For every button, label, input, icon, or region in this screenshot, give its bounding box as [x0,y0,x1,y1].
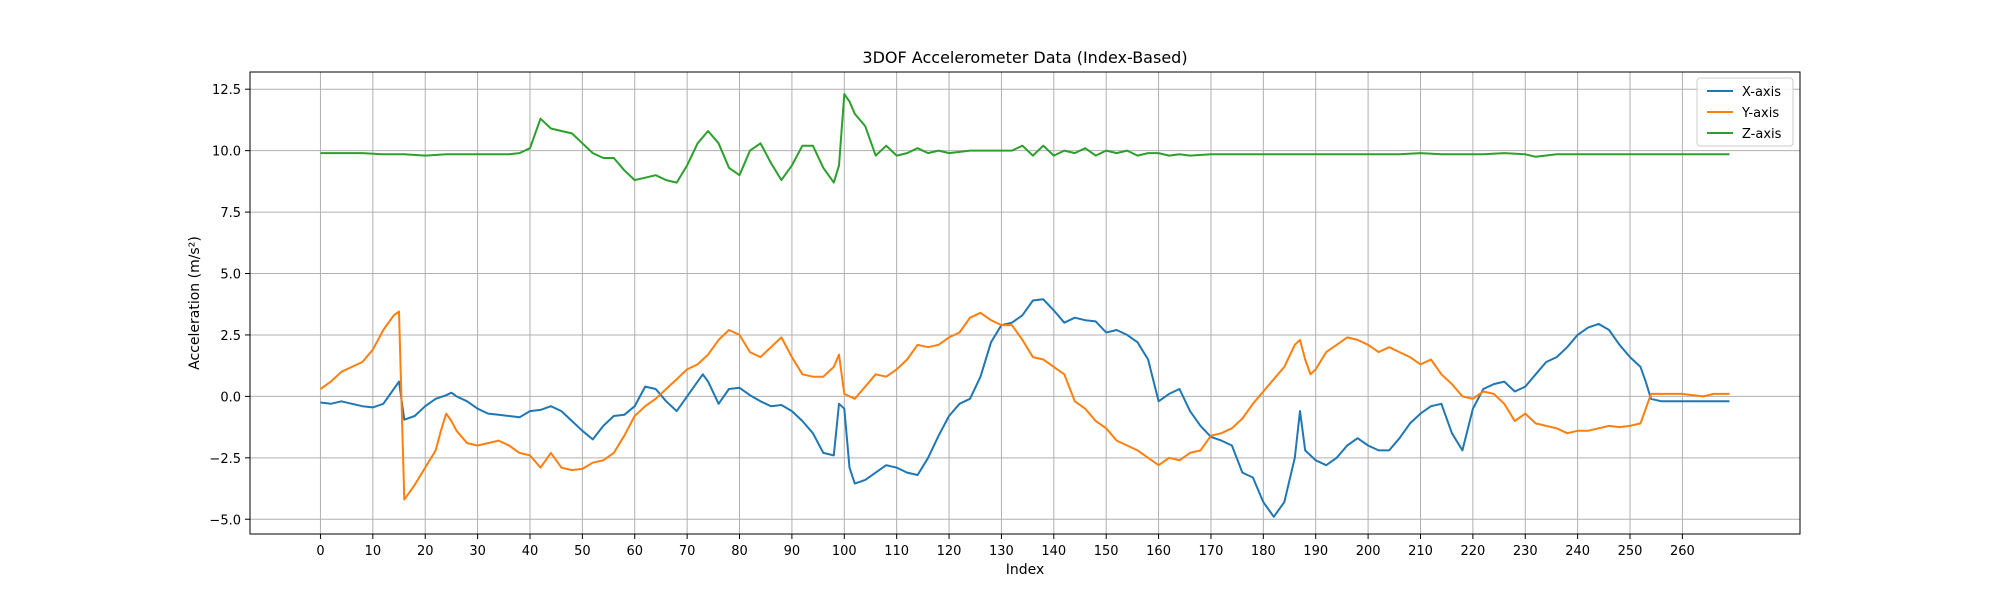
x-tick-label: 80 [731,544,748,559]
x-tick-label: 100 [832,544,857,559]
x-tick-label: 0 [316,544,324,559]
x-tick-label: 220 [1460,544,1485,559]
x-tick-label: 60 [626,544,643,559]
x-tick-label: 110 [884,544,909,559]
x-tick-label: 40 [522,544,539,559]
x-tick-label: 140 [1041,544,1066,559]
y-tick-label: −2.5 [209,452,241,467]
plot-area-frame [249,71,1801,535]
legend-box [1696,77,1794,147]
x-tick-label: 160 [1146,544,1171,559]
y-tick-label: 0.0 [220,390,241,405]
x-tick-label: 240 [1565,544,1590,559]
x-tick-label: 130 [989,544,1014,559]
x-tick-label: 150 [1094,544,1119,559]
series-line-x-axis [320,298,1730,518]
x-tick-label: 50 [574,544,591,559]
y-tick-label: −5.0 [209,513,241,528]
legend-label-x-axis: X-axis [1742,85,1781,100]
x-tick-label: 10 [365,544,382,559]
grid-lines [250,72,1800,534]
legend: X-axis Y-axis Z-axis [1696,77,1794,147]
x-tick-label: 30 [469,544,486,559]
x-tick-label: 230 [1513,544,1538,559]
x-tick-label: 210 [1408,544,1433,559]
y-tick-label: 2.5 [220,329,241,344]
chart-title: 3DOF Accelerometer Data (Index-Based) [862,48,1187,67]
x-axis-label: Index [1006,562,1045,578]
x-tick-label: 190 [1303,544,1328,559]
legend-label-y-axis: Y-axis [1741,106,1779,121]
y-tick-label: 10.0 [212,145,241,160]
y-tick-label: 7.5 [220,206,241,221]
series-line-z-axis [320,93,1730,184]
legend-label-z-axis: Z-axis [1742,127,1782,142]
y-tick-label: 5.0 [220,268,241,283]
x-tick-label: 20 [417,544,434,559]
x-axis-ticks: 0 10 20 30 40 50 60 70 80 90 100 110 120 130 140 150 160… [316,534,1695,559]
y-axis-ticks: −5.0 −2.5 0.0 2.5 5.0 7.5 10.0 12.5 [209,83,250,528]
y-axis-label: Acceleration (m/s²) [187,236,203,370]
x-tick-label: 260 [1670,544,1695,559]
x-tick-label: 90 [784,544,801,559]
x-tick-label: 180 [1251,544,1276,559]
x-tick-label: 200 [1356,544,1381,559]
x-tick-label: 250 [1618,544,1643,559]
x-tick-label: 120 [937,544,962,559]
x-tick-label: 70 [679,544,696,559]
series-lines [319,93,1730,518]
x-tick-label: 170 [1199,544,1224,559]
y-tick-label: 12.5 [212,83,241,98]
series-line-y-axis [319,310,1730,501]
